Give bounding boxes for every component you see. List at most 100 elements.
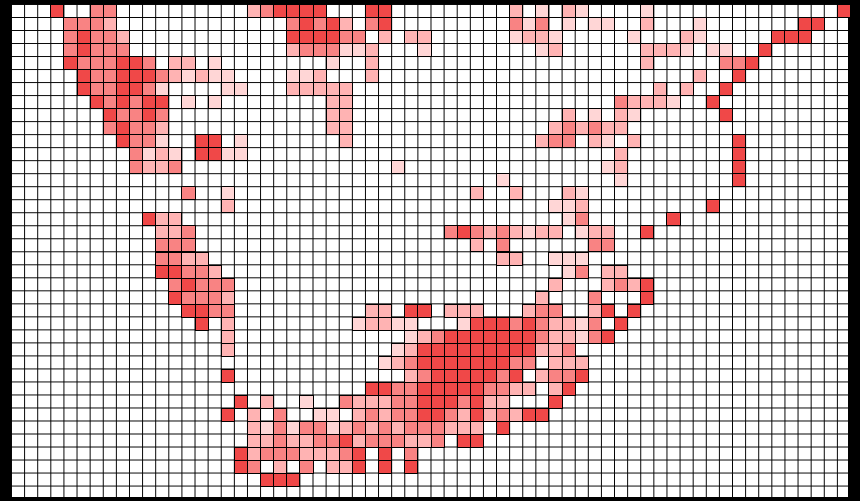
- grid-cell-filled[interactable]: [273, 407, 288, 422]
- grid-cell-filled[interactable]: [443, 329, 458, 344]
- grid-cell-filled[interactable]: [168, 238, 183, 253]
- grid-cell-filled[interactable]: [76, 43, 91, 58]
- grid-cell-filled[interactable]: [194, 316, 209, 331]
- grid-cell-filled[interactable]: [561, 4, 576, 19]
- grid-cell-filled[interactable]: [600, 121, 616, 136]
- grid-cell-filled[interactable]: [260, 420, 275, 435]
- grid-cell-filled[interactable]: [404, 329, 419, 344]
- grid-cell-filled[interactable]: [640, 43, 655, 58]
- grid-cell-filled[interactable]: [233, 134, 248, 149]
- grid-cell-filled[interactable]: [299, 394, 314, 409]
- grid-cell-filled[interactable]: [574, 212, 589, 227]
- grid-cell-filled[interactable]: [391, 394, 406, 409]
- grid-cell-filled[interactable]: [181, 277, 196, 292]
- grid-cell-filled[interactable]: [325, 459, 340, 474]
- grid-cell-filled[interactable]: [351, 43, 366, 58]
- grid-cell-filled[interactable]: [456, 420, 471, 435]
- grid-cell-filled[interactable]: [102, 43, 117, 58]
- grid-cell-filled[interactable]: [168, 251, 183, 266]
- grid-cell-filled[interactable]: [115, 30, 130, 45]
- grid-cell-filled[interactable]: [155, 238, 170, 253]
- grid-cell-filled[interactable]: [600, 17, 616, 32]
- grid-cell-filled[interactable]: [181, 290, 196, 305]
- grid-cell-filled[interactable]: [535, 407, 550, 422]
- grid-cell-filled[interactable]: [378, 4, 393, 19]
- grid-cell-filled[interactable]: [417, 30, 432, 45]
- grid-cell-filled[interactable]: [509, 251, 524, 266]
- grid-cell-filled[interactable]: [364, 433, 380, 448]
- grid-cell-filled[interactable]: [705, 43, 720, 58]
- grid-cell-filled[interactable]: [338, 108, 353, 123]
- grid-cell-filled[interactable]: [456, 368, 471, 383]
- grid-cell-filled[interactable]: [548, 134, 563, 149]
- grid-cell-filled[interactable]: [509, 329, 524, 344]
- grid-cell-filled[interactable]: [496, 381, 511, 396]
- grid-cell-filled[interactable]: [286, 433, 301, 448]
- grid-cell-filled[interactable]: [509, 355, 524, 370]
- grid-cell-filled[interactable]: [456, 407, 471, 422]
- grid-cell-filled[interactable]: [456, 329, 471, 344]
- grid-cell-filled[interactable]: [194, 303, 209, 318]
- grid-cell-filled[interactable]: [600, 277, 616, 292]
- grid-cell-filled[interactable]: [128, 108, 144, 123]
- grid-cell-filled[interactable]: [194, 290, 209, 305]
- grid-cell-filled[interactable]: [378, 316, 393, 331]
- grid-cell-filled[interactable]: [364, 420, 380, 435]
- grid-cell-filled[interactable]: [220, 82, 235, 97]
- grid-cell-filled[interactable]: [378, 446, 393, 461]
- grid-cell-filled[interactable]: [732, 173, 747, 188]
- grid-cell-filled[interactable]: [482, 342, 498, 357]
- grid-cell-filled[interactable]: [391, 160, 406, 175]
- grid-cell-filled[interactable]: [404, 30, 419, 45]
- grid-cell-filled[interactable]: [679, 30, 694, 45]
- grid-cell-filled[interactable]: [640, 4, 655, 19]
- grid-cell-filled[interactable]: [535, 134, 550, 149]
- grid-cell-filled[interactable]: [115, 69, 130, 84]
- grid-cell-filled[interactable]: [469, 381, 484, 396]
- grid-cell-filled[interactable]: [286, 69, 301, 84]
- grid-cell-filled[interactable]: [378, 420, 393, 435]
- grid-cell-filled[interactable]: [692, 69, 707, 84]
- grid-cell-filled[interactable]: [260, 446, 275, 461]
- grid-cell-filled[interactable]: [128, 95, 144, 110]
- grid-cell-filled[interactable]: [614, 95, 629, 110]
- grid-cell-filled[interactable]: [548, 251, 563, 266]
- grid-cell-filled[interactable]: [522, 381, 537, 396]
- grid-cell-filled[interactable]: [338, 446, 353, 461]
- grid-cell-filled[interactable]: [220, 69, 235, 84]
- grid-cell-filled[interactable]: [548, 394, 563, 409]
- grid-cell-filled[interactable]: [142, 56, 157, 71]
- grid-cell-filled[interactable]: [181, 69, 196, 84]
- grid-cell-filled[interactable]: [548, 342, 563, 357]
- grid-cell-filled[interactable]: [417, 342, 432, 357]
- grid-cell-filled[interactable]: [325, 56, 340, 71]
- grid-cell-filled[interactable]: [338, 121, 353, 136]
- grid-cell-filled[interactable]: [548, 30, 563, 45]
- grid-cell-filled[interactable]: [286, 4, 301, 19]
- grid-cell-filled[interactable]: [325, 420, 340, 435]
- grid-cell-filled[interactable]: [496, 238, 511, 253]
- grid-cell-filled[interactable]: [404, 355, 419, 370]
- grid-cell-filled[interactable]: [574, 264, 589, 279]
- grid-cell-filled[interactable]: [220, 316, 235, 331]
- grid-cell-filled[interactable]: [522, 316, 537, 331]
- grid-cell-filled[interactable]: [142, 69, 157, 84]
- grid-cell-filled[interactable]: [260, 433, 275, 448]
- grid-cell-filled[interactable]: [89, 82, 104, 97]
- grid-cell-filled[interactable]: [509, 368, 524, 383]
- grid-cell-filled[interactable]: [443, 407, 458, 422]
- grid-cell-filled[interactable]: [587, 303, 602, 318]
- grid-cell-filled[interactable]: [155, 147, 170, 162]
- grid-cell-filled[interactable]: [351, 394, 366, 409]
- grid-cell-filled[interactable]: [76, 69, 91, 84]
- grid-cell-filled[interactable]: [220, 368, 235, 383]
- grid-cell-filled[interactable]: [836, 4, 851, 19]
- grid-cell-filled[interactable]: [338, 459, 353, 474]
- grid-cell-filled[interactable]: [299, 43, 314, 58]
- grid-cell-filled[interactable]: [509, 407, 524, 422]
- grid-cell-filled[interactable]: [115, 43, 130, 58]
- grid-cell-filled[interactable]: [404, 381, 419, 396]
- grid-cell-filled[interactable]: [404, 446, 419, 461]
- grid-cell-filled[interactable]: [443, 368, 458, 383]
- grid-cell-filled[interactable]: [469, 329, 484, 344]
